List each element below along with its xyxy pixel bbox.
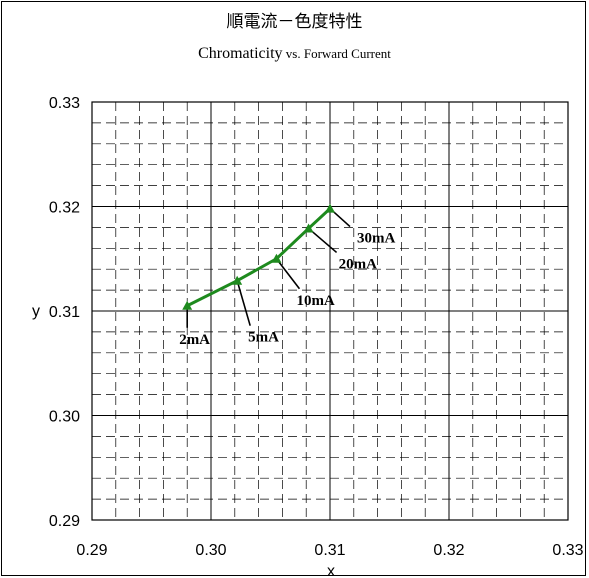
x-tick-label: 0.29 <box>76 542 107 559</box>
point-label: 2mA <box>179 332 210 348</box>
y-tick-label: 0.33 <box>49 95 80 112</box>
x-axis-label: x <box>327 563 335 578</box>
chart-subtitle-rest: vs. Forward Current <box>283 46 392 61</box>
major-grid <box>92 102 568 520</box>
annotation-leaders <box>186 207 351 328</box>
x-tick-label: 0.33 <box>552 542 583 559</box>
chart-subtitle: Chromaticity vs. Forward Current <box>198 45 391 62</box>
y-axis-ticks: 0.29 0.30 0.31 0.32 0.33 <box>49 95 80 530</box>
point-label: 5mA <box>248 330 279 346</box>
y-tick-label: 0.30 <box>49 409 80 426</box>
data-point <box>182 300 193 310</box>
x-tick-label: 0.31 <box>314 542 345 559</box>
data-point <box>232 275 243 285</box>
plot-area-border <box>91 101 569 521</box>
series-group <box>182 203 335 310</box>
x-tick-label: 0.32 <box>433 542 464 559</box>
point-label: 10mA <box>296 293 334 309</box>
y-tick-label: 0.32 <box>49 200 80 217</box>
leader-line <box>236 280 251 326</box>
x-tick-label: 0.30 <box>195 542 226 559</box>
chart-subtitle-main: Chromaticity <box>198 45 282 62</box>
data-point <box>325 203 335 213</box>
y-axis-label: y <box>32 303 40 320</box>
point-annotations: 2mA 5mA 10mA 20mA 30mA <box>179 231 395 348</box>
point-label: 30mA <box>357 231 395 247</box>
chart-title: 順電流－色度特性 <box>227 12 363 32</box>
x-axis-ticks: 0.29 0.30 0.31 0.32 0.33 <box>76 542 583 559</box>
y-tick-label: 0.29 <box>49 513 80 530</box>
data-point <box>303 223 314 233</box>
data-point <box>271 253 282 263</box>
y-tick-label: 0.31 <box>49 304 80 321</box>
point-label: 20mA <box>339 256 377 272</box>
leader-line <box>275 258 301 290</box>
